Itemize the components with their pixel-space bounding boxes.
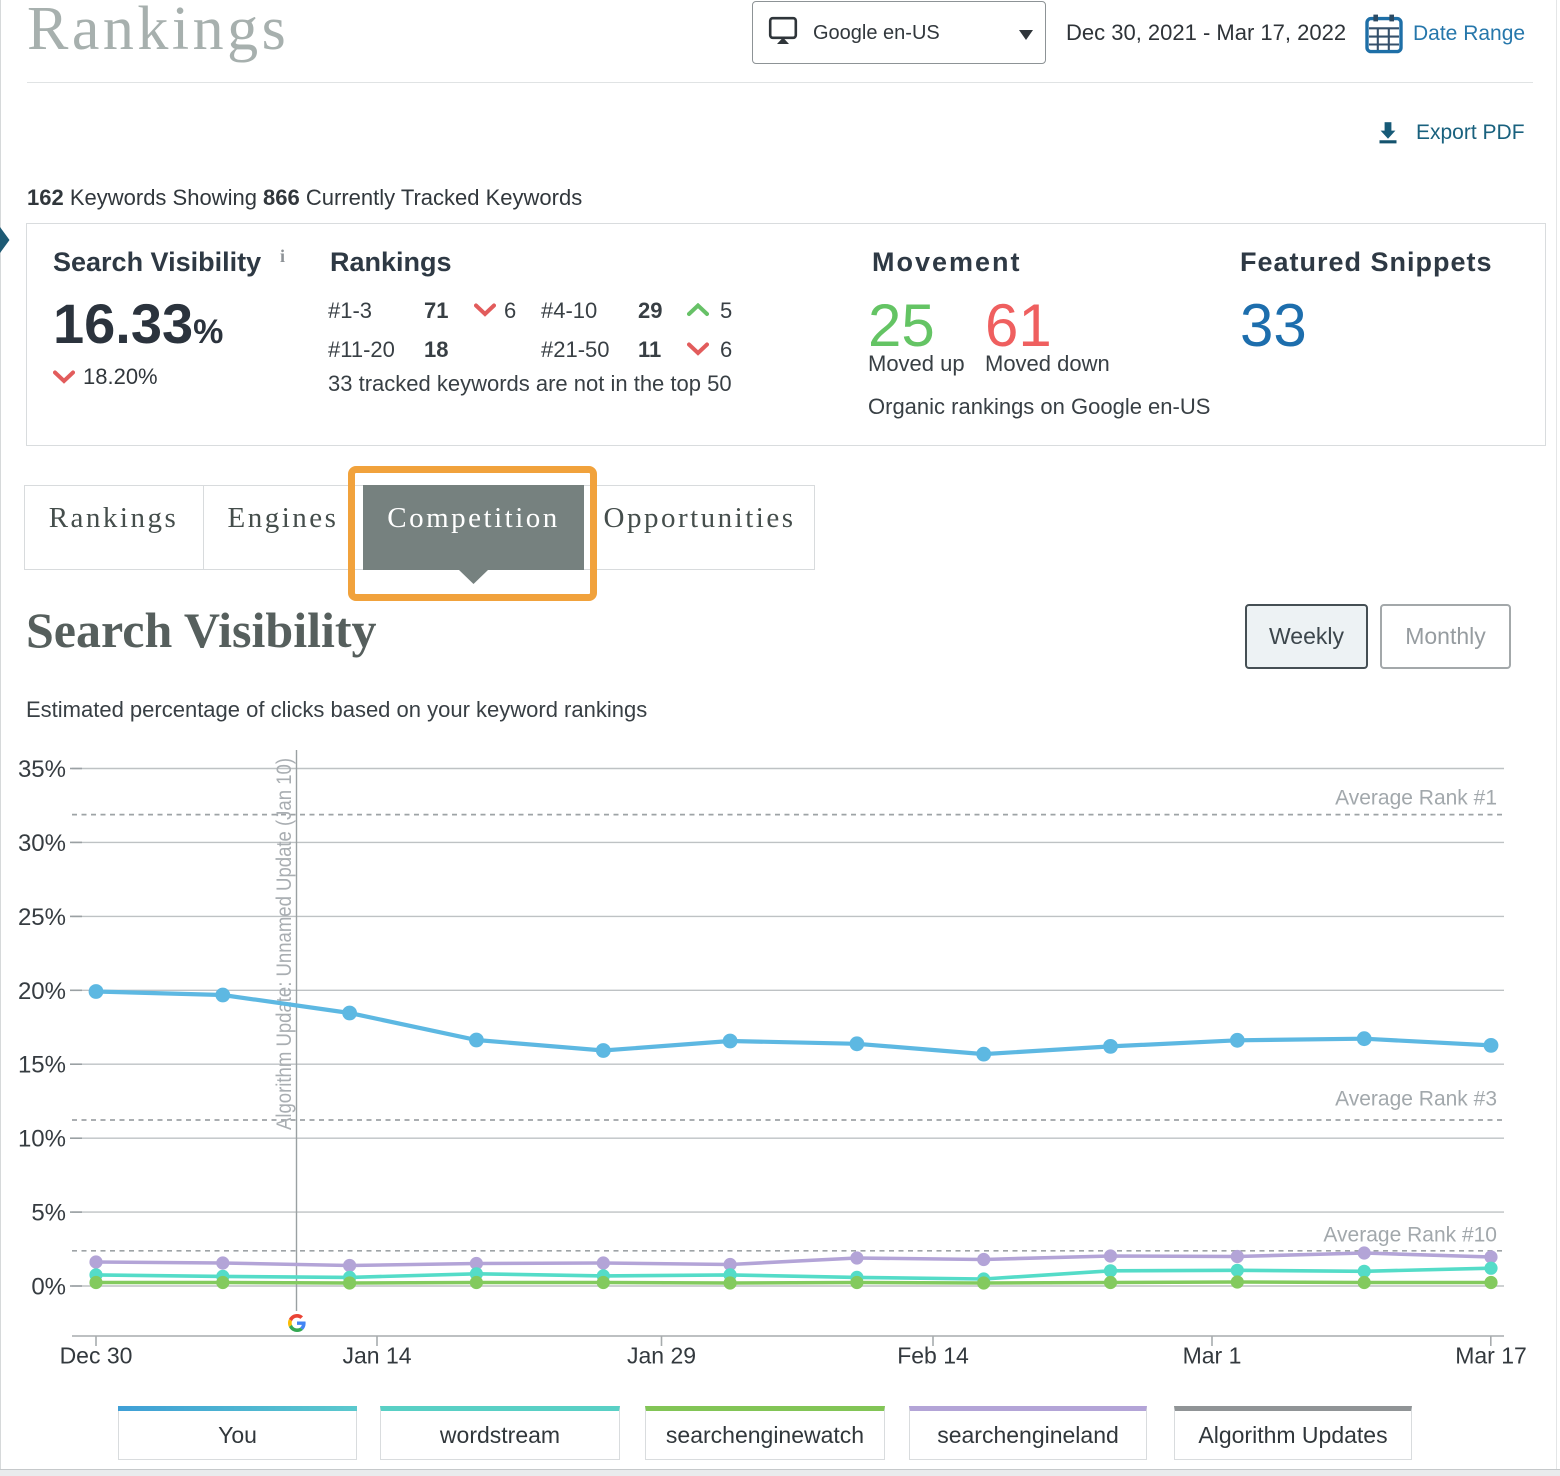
svg-text:Algorithm Update: Unnamed Upda: Algorithm Update: Unnamed Update (Jan 10…	[273, 758, 296, 1130]
svg-text:Average Rank #1: Average Rank #1	[1335, 787, 1497, 810]
svg-text:Average Rank #10: Average Rank #10	[1323, 1224, 1497, 1247]
svg-text:Feb 14: Feb 14	[897, 1343, 969, 1369]
svg-text:Mar 1: Mar 1	[1183, 1343, 1242, 1369]
svg-text:15%: 15%	[18, 1052, 66, 1079]
svg-text:20%: 20%	[18, 978, 66, 1005]
svg-text:0%: 0%	[31, 1274, 66, 1301]
svg-text:Jan 29: Jan 29	[627, 1343, 696, 1369]
svg-text:Dec 30: Dec 30	[60, 1343, 133, 1369]
svg-text:25%: 25%	[18, 904, 66, 931]
svg-text:Mar 17: Mar 17	[1455, 1343, 1527, 1369]
svg-text:5%: 5%	[31, 1200, 66, 1227]
svg-text:Jan 14: Jan 14	[342, 1343, 411, 1369]
svg-text:35%: 35%	[18, 756, 66, 783]
svg-text:10%: 10%	[18, 1126, 66, 1153]
svg-text:30%: 30%	[18, 830, 66, 857]
svg-text:Average Rank #3: Average Rank #3	[1335, 1088, 1497, 1111]
